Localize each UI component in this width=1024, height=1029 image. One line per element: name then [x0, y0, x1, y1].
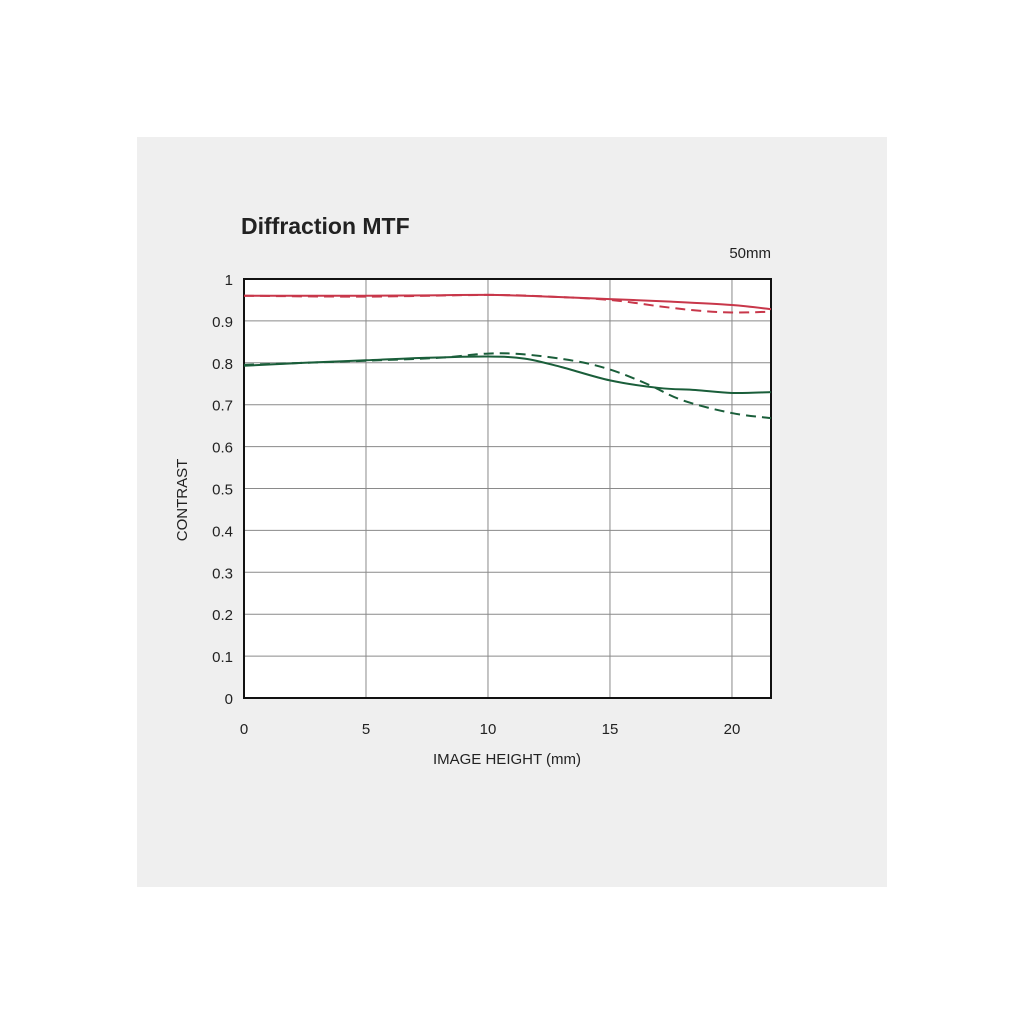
x-tick-label: 0 — [240, 721, 248, 738]
y-tick-label: 0.5 — [212, 481, 233, 498]
y-tick-label: 0.3 — [212, 565, 233, 582]
y-tick-label: 1 — [225, 272, 233, 289]
x-axis-label: IMAGE HEIGHT (mm) — [433, 751, 581, 768]
x-tick-label: 5 — [362, 721, 370, 738]
y-tick-label: 0.6 — [212, 440, 233, 457]
y-axis-label: CONTRAST — [174, 459, 191, 542]
y-tick-label: 0.7 — [212, 398, 233, 415]
y-tick-label: 0.1 — [212, 649, 233, 666]
y-tick-label: 0.8 — [212, 356, 233, 373]
plot-frame — [243, 278, 772, 699]
y-tick-label: 0.2 — [212, 607, 233, 624]
series-line — [243, 352, 772, 420]
x-tick-label: 20 — [724, 721, 741, 738]
y-tick-label: 0.9 — [212, 314, 233, 331]
x-tick-label: 15 — [602, 721, 619, 738]
y-tick-label: 0.4 — [212, 523, 233, 540]
chart-title: Diffraction MTF — [241, 213, 410, 239]
y-tick-label: 0 — [225, 691, 233, 708]
chart-subtitle: 50mm — [729, 245, 771, 262]
x-tick-label: 10 — [480, 721, 497, 738]
series-line — [243, 293, 772, 314]
